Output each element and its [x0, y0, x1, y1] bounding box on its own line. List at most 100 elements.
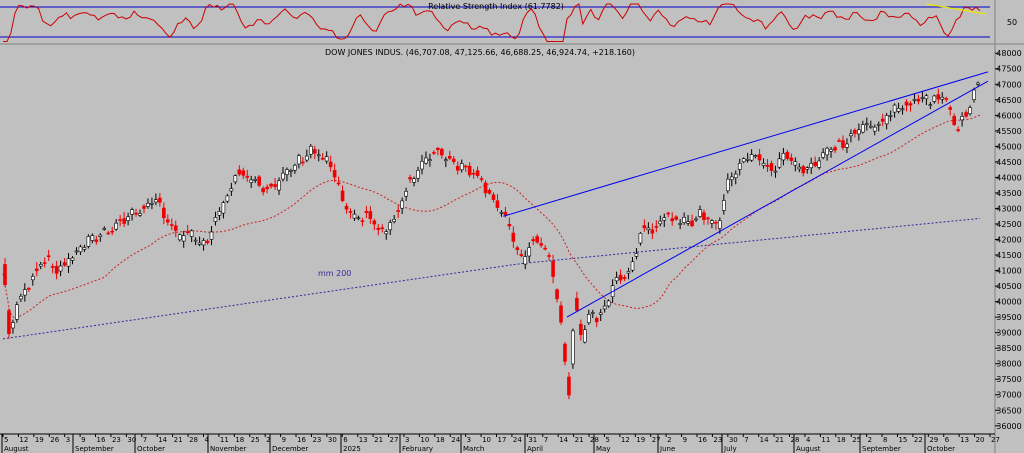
y-tick-label: 44500: [996, 158, 1021, 167]
y-tick-label: 37000: [996, 391, 1021, 400]
x-tick-label: 30: [729, 436, 738, 444]
x-tick-label: 16: [297, 436, 306, 444]
candle: [166, 214, 170, 226]
candle: [451, 156, 456, 165]
candle: [348, 208, 353, 219]
candle: [209, 226, 214, 246]
candle: [801, 164, 806, 177]
candle: [809, 157, 814, 175]
candle: [888, 110, 893, 122]
candle: [908, 101, 913, 112]
candle: [249, 175, 254, 189]
candle: [829, 146, 833, 158]
candle: [384, 229, 389, 240]
candle: [547, 252, 551, 261]
x-month-label: August: [796, 445, 821, 453]
x-tick-label: 18: [837, 436, 846, 444]
y-tick-label: 37500: [996, 375, 1021, 384]
y-tick-label: 40500: [996, 282, 1021, 291]
candle: [579, 319, 583, 341]
candle: [94, 235, 99, 245]
candle: [976, 81, 980, 87]
candle: [543, 244, 547, 251]
rsi-line: [3, 3, 981, 42]
candle: [737, 158, 742, 176]
candle: [130, 207, 134, 221]
candle: [535, 234, 539, 244]
candle: [495, 194, 500, 212]
x-tick-label: 3: [467, 436, 471, 444]
y-tick-label: 45500: [996, 127, 1021, 136]
x-tick-label: 9: [683, 436, 687, 444]
x-tick-label: 24: [451, 436, 460, 444]
x-tick-label: 2: [868, 436, 872, 444]
candle: [233, 174, 238, 185]
y-tick-label: 40000: [996, 298, 1021, 307]
candle: [241, 167, 246, 179]
candle: [785, 149, 790, 161]
candle: [289, 168, 293, 178]
candle: [872, 124, 877, 136]
x-tick-label: 19: [636, 436, 645, 444]
wedge-upper-line: [503, 71, 989, 217]
candle: [424, 151, 428, 165]
y-tick-label: 41500: [996, 251, 1021, 260]
x-tick-label: 22: [914, 436, 923, 444]
x-tick-label: 26: [50, 436, 59, 444]
x-tick-label: 24: [513, 436, 522, 444]
candle: [896, 102, 901, 114]
candle: [710, 219, 714, 229]
candle: [332, 163, 337, 183]
x-tick-label: 27: [991, 436, 1000, 444]
candle: [312, 145, 317, 160]
candle: [308, 143, 313, 159]
x-tick-label: 4: [806, 436, 811, 444]
candle: [455, 161, 460, 175]
candle: [297, 153, 301, 169]
y-tick-label: 36000: [996, 422, 1021, 431]
candle: [301, 157, 305, 166]
candle: [356, 215, 361, 221]
candle: [436, 146, 440, 156]
candle: [50, 263, 55, 274]
candle: [813, 156, 817, 168]
candle: [316, 149, 321, 162]
candle: [38, 261, 43, 270]
candle: [900, 105, 905, 115]
candle: [158, 193, 162, 207]
candle: [662, 213, 667, 227]
candle: [221, 200, 226, 219]
candle: [146, 198, 150, 209]
candle: [817, 157, 821, 170]
candle: [682, 212, 686, 225]
x-month-label: March: [463, 445, 484, 453]
candle: [23, 283, 27, 302]
candle: [150, 197, 154, 210]
x-month-label: February: [402, 445, 433, 453]
candle: [114, 219, 118, 231]
candle: [467, 162, 472, 178]
x-tick-label: 29: [929, 436, 938, 444]
candle: [626, 267, 631, 280]
candle: [352, 209, 357, 221]
candle: [62, 258, 67, 267]
x-tick-label: 17: [498, 436, 507, 444]
candle: [98, 233, 103, 242]
candle: [86, 234, 91, 249]
x-tick-label: 13: [960, 436, 969, 444]
candle: [658, 215, 663, 227]
y-tick-label: 39500: [996, 313, 1021, 322]
candle: [765, 159, 770, 172]
candle: [932, 94, 937, 104]
x-month-label: December: [272, 445, 308, 453]
candle: [777, 152, 782, 169]
y-tick-label: 42500: [996, 220, 1021, 229]
candle: [602, 299, 607, 313]
x-tick-label: 6: [945, 436, 950, 444]
candle: [757, 149, 762, 166]
x-tick-label: 21: [575, 436, 584, 444]
candle: [34, 262, 39, 277]
candle: [122, 212, 126, 228]
candle: [78, 244, 83, 256]
